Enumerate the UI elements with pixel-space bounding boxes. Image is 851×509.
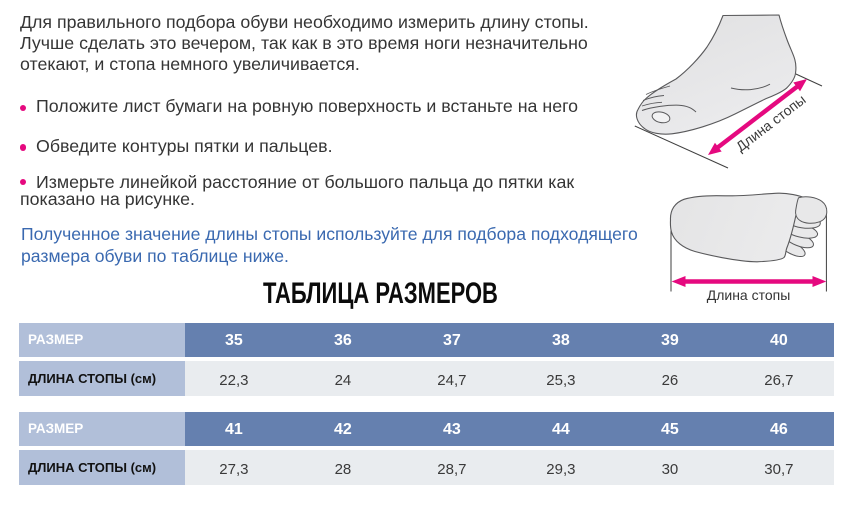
svg-text:Длина стопы: Длина стопы <box>707 287 791 303</box>
